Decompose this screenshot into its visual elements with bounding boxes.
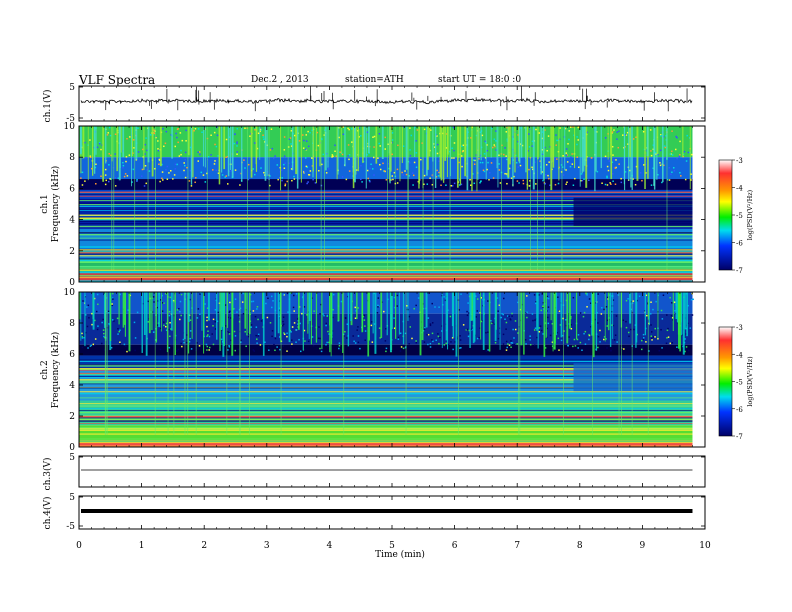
x-tick-1: 1 [139, 541, 145, 551]
start-ut-label: start UT = 18:0 :0 [438, 75, 521, 85]
ch1-spec-ylabel: Frequency (kHz) [50, 166, 61, 243]
colorbar-ch2-tick-1: -4 [736, 351, 743, 359]
x-tick-10: 10 [699, 541, 711, 551]
ch3-waveform-panel: 5 [69, 453, 706, 488]
ch1-ytick-1: -5 [66, 114, 75, 124]
ch4-ytick-1: -5 [66, 522, 75, 532]
ch1-ytick-0: 5 [69, 83, 75, 93]
ch2-spec-band-2 [79, 344, 693, 356]
colorbar-ch1: -3 -4 -5 -6 -7 log(PSD(V²/Hz) [718, 157, 754, 275]
time-axis: 0 1 2 3 4 5 6 7 8 9 10 [76, 541, 711, 551]
ch1-ylabel: ch.1(V) [42, 90, 53, 123]
ch1-spec-band-0 [79, 126, 693, 158]
ch2-spec-ytick-6: 6 [69, 350, 75, 360]
ch1-spec-band-2 [79, 179, 693, 190]
x-tick-6: 6 [452, 541, 458, 551]
ch2-spec-name: ch.2 [40, 360, 50, 379]
colorbar-ch1-bar [718, 159, 733, 271]
colorbar-ch1-tick-0: -3 [736, 157, 743, 165]
x-tick-5: 5 [389, 541, 395, 551]
ch4-waveform-line [81, 509, 693, 513]
ch2-spec-band-0 [79, 292, 693, 314]
ch1-waveform-line [80, 97, 693, 105]
ch1-spec-band-1 [79, 157, 693, 180]
ch3-waveform-frame [78, 455, 706, 488]
ch3-ylabel: ch.3(V) [42, 458, 53, 491]
colorbar-ch2-tick-4: -7 [736, 433, 743, 441]
ch1-spec-ytick-8: 8 [69, 153, 75, 163]
ch1-waveform-panel: 5 -5 [66, 83, 706, 124]
colorbar-ch2-tick-2: -5 [736, 379, 743, 387]
figure-title: VLF Spectra [78, 73, 155, 87]
x-tick-7: 7 [514, 541, 520, 551]
x-tick-9: 9 [640, 541, 646, 551]
ch1-spec-ytick-4: 4 [69, 216, 75, 226]
colorbar-ch1-label: log(PSD(V²/Hz) [746, 189, 754, 240]
ch2-spectrogram-panel: 0 2 4 6 8 10 [64, 288, 706, 453]
ch2-spec-ytick-2: 2 [69, 412, 75, 422]
date-label: Dec.2 , 2013 [251, 75, 309, 85]
ch1-spectrogram-panel: 0 2 4 6 8 10 [64, 122, 706, 288]
ch1-spec-ytick-6: 6 [69, 184, 75, 194]
station-label: station=ATH [345, 75, 404, 85]
colorbar-ch1-tick-2: -5 [736, 212, 743, 220]
ch2-spec-ylabel: Frequency (kHz) [50, 332, 61, 409]
ch4-ytick-0: 5 [69, 493, 75, 503]
x-tick-2: 2 [201, 541, 207, 551]
ch4-waveform-panel: 5 -5 [66, 493, 706, 532]
ch1-spec-ytick-0: 0 [69, 278, 75, 288]
colorbar-ch2-bar [718, 326, 733, 437]
x-tick-8: 8 [577, 541, 583, 551]
colorbar-ch2-tick-3: -6 [736, 406, 743, 414]
colorbar-ch2-label: log(PSD(V²/Hz) [746, 356, 754, 407]
x-tick-0: 0 [76, 541, 82, 551]
ch4-ylabel: ch.4(V) [42, 497, 53, 530]
ch2-spec-ytick-10: 10 [64, 288, 76, 298]
x-tick-3: 3 [264, 541, 270, 551]
colorbar-ch1-tick-4: -7 [736, 267, 743, 275]
ch2-spec-ytick-4: 4 [69, 381, 75, 391]
colorbar-ch2-tick-0: -3 [736, 324, 743, 332]
ch2-spec-ytick-0: 0 [69, 443, 75, 453]
ch1-spec-ytick-10: 10 [64, 122, 76, 132]
colorbar-ch1-tick-3: -6 [736, 240, 743, 248]
x-tick-4: 4 [327, 541, 333, 551]
colorbar-ch1-tick-1: -4 [736, 185, 743, 193]
colorbar-ch2: -3 -4 -5 -6 -7 log(PSD(V²/Hz) [718, 324, 754, 441]
ch3-ytick-0: 5 [69, 453, 75, 463]
ch2-spec-ytick-8: 8 [69, 319, 75, 329]
ch1-spec-name: ch.1 [40, 194, 50, 213]
x-axis-label: Time (min) [375, 549, 425, 560]
ch1-waveform-frame [78, 85, 706, 122]
ch1-spec-ytick-2: 2 [69, 247, 75, 257]
